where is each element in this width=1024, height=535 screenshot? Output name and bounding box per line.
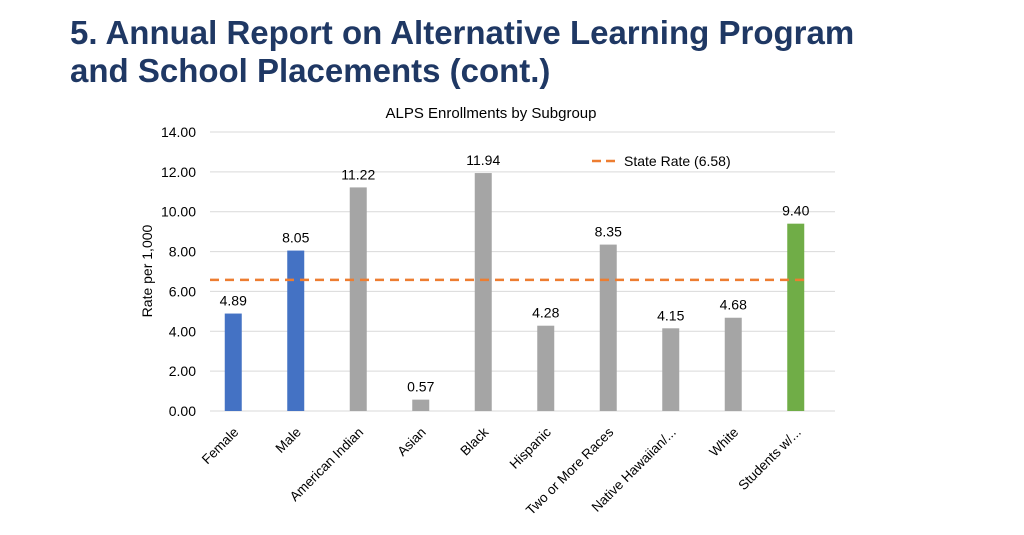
x-tick-label: Male — [273, 425, 304, 456]
bar — [787, 223, 805, 411]
y-tick-label: 14.00 — [161, 124, 196, 140]
y-tick-label: 12.00 — [161, 164, 196, 180]
data-label: 11.22 — [341, 166, 375, 182]
data-label: 4.15 — [657, 307, 684, 323]
chart-title: ALPS Enrollments by Subgroup — [386, 105, 597, 122]
slide-title-line-2: and School Placements (cont.) — [70, 52, 551, 89]
value-labels: 4.89 8.05 11.22 0.57 11.94 4.28 8.35 4.15 4.68 9.… — [220, 152, 810, 395]
data-label: 4.89 — [220, 293, 247, 309]
bar — [662, 328, 680, 411]
data-label: 9.40 — [782, 203, 809, 219]
legend: State Rate (6.58) — [592, 153, 731, 169]
data-label: 0.57 — [407, 379, 434, 395]
y-tick-label: 2.00 — [169, 363, 196, 379]
bar — [599, 244, 617, 411]
y-axis-ticks: 0.00 2.00 4.00 6.00 8.00 10.00 12.00 14.00 — [161, 124, 196, 419]
bar — [349, 187, 367, 411]
legend-label: State Rate (6.58) — [624, 153, 731, 169]
bar — [287, 250, 305, 411]
data-label: 8.35 — [595, 224, 622, 240]
data-label: 4.68 — [720, 297, 747, 313]
bar — [412, 399, 430, 411]
data-label: 8.05 — [282, 230, 309, 246]
y-tick-label: 0.00 — [169, 403, 196, 419]
y-tick-label: 6.00 — [169, 283, 196, 299]
x-tick-label: Students w/... — [735, 425, 803, 493]
bar — [537, 325, 555, 411]
bars — [224, 173, 805, 411]
bar — [224, 313, 242, 411]
x-tick-label: Hispanic — [507, 424, 554, 471]
x-tick-label: Black — [457, 424, 491, 458]
bar — [724, 317, 742, 411]
bar — [474, 173, 492, 411]
data-label: 4.28 — [532, 305, 559, 321]
gridlines — [210, 131, 835, 412]
y-tick-label: 8.00 — [169, 244, 196, 260]
slide-title: 5. Annual Report on Alternative Learning… — [70, 14, 970, 90]
x-tick-label: Asian — [394, 425, 428, 459]
x-tick-label: Female — [199, 425, 241, 467]
data-label: 11.94 — [466, 152, 500, 168]
x-tick-label: White — [706, 425, 741, 460]
y-axis-label: Rate per 1,000 — [139, 224, 155, 317]
y-tick-label: 10.00 — [161, 204, 196, 220]
slide-title-line-1: 5. Annual Report on Alternative Learning… — [70, 14, 855, 51]
y-tick-label: 4.00 — [169, 323, 196, 339]
